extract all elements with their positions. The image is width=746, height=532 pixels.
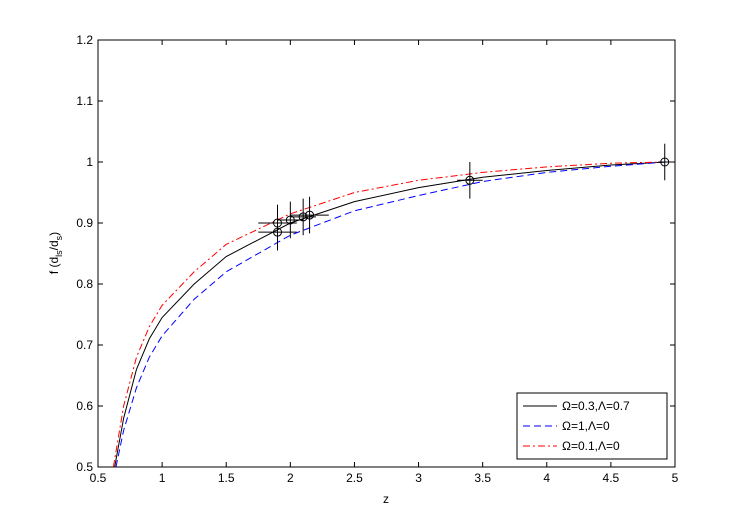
y-tick-label: 1.1	[76, 94, 93, 108]
x-tick-label: 2.5	[346, 471, 363, 485]
legend-label: Ω=0.3,Λ=0.7	[562, 399, 630, 413]
series-line	[115, 161, 667, 467]
y-tick-label: 1.2	[76, 33, 93, 47]
x-tick-label: 3.5	[474, 471, 491, 485]
series-line	[114, 161, 667, 467]
data-point	[465, 175, 475, 185]
y-tick-label: 0.7	[76, 338, 93, 352]
x-tick-label: 4.5	[603, 471, 620, 485]
legend-box	[516, 392, 668, 460]
x-tick-label: 5	[672, 471, 679, 485]
x-tick-label: 1	[159, 471, 166, 485]
x-tick-label: 0.5	[90, 471, 107, 485]
legend-label: Ω=1,Λ=0	[562, 419, 610, 433]
y-tick-label: 0.5	[76, 460, 93, 474]
y-tick-label: 0.9	[76, 216, 93, 230]
data-point	[273, 218, 283, 228]
x-tick-label: 4	[543, 471, 550, 485]
y-tick-label: 0.8	[76, 277, 93, 291]
data-point	[305, 210, 315, 220]
x-tick-label: 1.5	[218, 471, 235, 485]
x-tick-label: 2	[287, 471, 294, 485]
y-axis-label: f (dls/ds)	[47, 232, 64, 274]
y-tick-label: 1	[86, 155, 93, 169]
x-axis-label: z	[383, 492, 389, 506]
data-point	[298, 212, 308, 222]
data-point	[660, 157, 670, 167]
x-tick-label: 3	[415, 471, 422, 485]
data-point	[285, 215, 295, 225]
y-tick-label: 0.6	[76, 399, 93, 413]
series-line	[112, 161, 667, 467]
legend-label: Ω=0.1,Λ=0	[562, 439, 620, 453]
